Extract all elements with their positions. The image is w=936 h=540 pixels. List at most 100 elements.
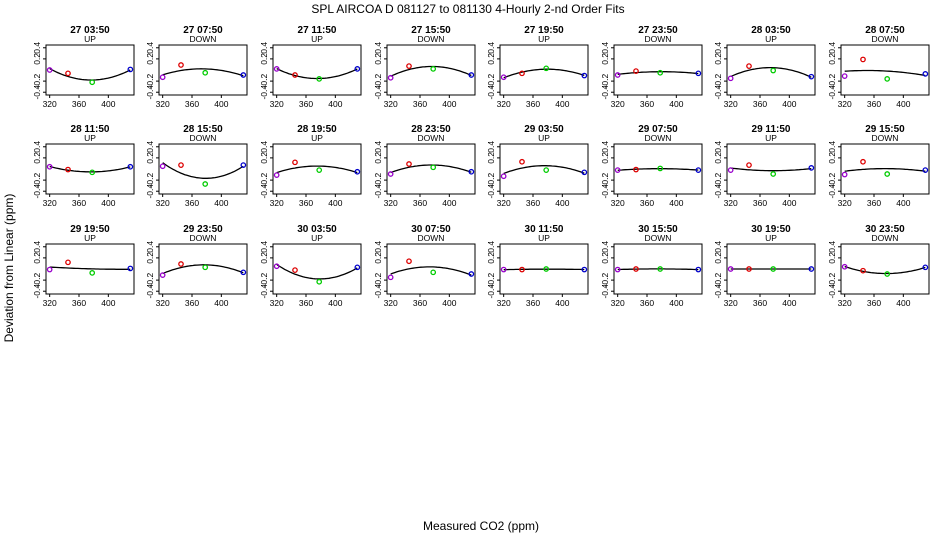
data-point — [770, 266, 777, 272]
y-tick-label: 0.2 — [373, 53, 383, 65]
x-tick-label: 400 — [214, 298, 228, 308]
x-tick-label: 400 — [782, 99, 796, 109]
fit-curve — [162, 264, 244, 275]
x-tick-label: 320 — [156, 298, 170, 308]
data-point — [46, 266, 53, 273]
data-point — [316, 76, 323, 82]
panel-frame — [499, 243, 589, 295]
data-point — [770, 67, 777, 74]
panel-title: 30 23:50 — [865, 224, 905, 235]
y-tick-label: -0.2 — [145, 273, 155, 288]
y-tick-label: 0.2 — [32, 53, 42, 65]
panel-direction: DOWN — [872, 233, 899, 243]
y-tick-label: -0.2 — [486, 173, 496, 188]
panel-direction: UP — [311, 34, 323, 44]
fit-curve — [390, 65, 472, 77]
y-tick-label: 0.2 — [486, 252, 496, 264]
x-tick-label: 400 — [328, 198, 342, 208]
panel-frame — [499, 143, 589, 195]
x-tick-label: 320 — [611, 198, 625, 208]
x-tick-label: 360 — [753, 198, 767, 208]
y-tick-label: -0.4 — [486, 184, 496, 199]
data-point — [468, 168, 475, 175]
panel-title: 28 11:50 — [71, 124, 110, 135]
data-point — [770, 171, 777, 177]
panel-frame — [840, 243, 930, 295]
y-tick-label: 0.2 — [827, 152, 837, 164]
y-tick-label: 0.2 — [32, 152, 42, 164]
y-tick-label: 0.4 — [145, 241, 155, 253]
y-tick-label: 0.2 — [259, 252, 269, 264]
x-tick-label: 360 — [753, 298, 767, 308]
data-point — [292, 159, 298, 166]
y-tick-label: 0.2 — [713, 252, 723, 264]
panel-direction: DOWN — [645, 34, 672, 44]
x-tick-label: 400 — [101, 99, 115, 109]
fit-curve — [276, 263, 358, 280]
panel-frame — [158, 44, 248, 96]
x-tick-label: 360 — [413, 198, 427, 208]
y-tick-label: 0.4 — [32, 241, 42, 253]
data-point — [292, 72, 298, 78]
y-tick-label: 0.4 — [145, 141, 155, 153]
panel-frame — [158, 243, 248, 295]
y-tick-label: -0.4 — [373, 284, 383, 299]
x-tick-label: 320 — [384, 298, 398, 308]
panel-title: 30 11:50 — [525, 224, 564, 235]
y-tick-label: 0.4 — [259, 141, 269, 153]
x-tick-label: 400 — [555, 298, 569, 308]
data-point — [500, 74, 507, 81]
x-tick-label: 400 — [669, 198, 683, 208]
y-tick-label: -0.4 — [145, 85, 155, 100]
data-point — [519, 158, 525, 165]
y-tick-label: -0.2 — [600, 173, 610, 188]
panel-frame — [840, 143, 930, 195]
data-point — [202, 181, 209, 187]
x-tick-label: 360 — [413, 298, 427, 308]
data-point — [240, 269, 247, 276]
x-tick-label: 320 — [497, 298, 511, 308]
data-point — [746, 266, 752, 272]
x-tick-label: 360 — [72, 99, 86, 109]
fit-curve — [49, 68, 131, 81]
y-axis-label: Deviation from Linear (ppm) — [2, 194, 16, 343]
y-tick-label: 0.4 — [32, 141, 42, 153]
x-tick-label: 320 — [270, 198, 284, 208]
y-tick-label: -0.2 — [145, 173, 155, 188]
panel-direction: DOWN — [418, 233, 445, 243]
panel-title: 30 07:50 — [411, 224, 451, 235]
y-tick-label: 0.4 — [713, 241, 723, 253]
data-point — [406, 161, 412, 167]
y-tick-label: 0.4 — [827, 141, 837, 153]
x-tick-label: 360 — [299, 198, 313, 208]
x-tick-label: 320 — [497, 99, 511, 109]
y-tick-label: 0.2 — [600, 252, 610, 264]
chart-title: SPL AIRCOA D 081127 to 081130 4-Hourly 2… — [311, 2, 624, 16]
panel-frame — [840, 44, 930, 96]
data-point — [922, 167, 929, 173]
data-point — [657, 266, 664, 272]
data-point — [543, 167, 550, 173]
x-tick-label: 360 — [72, 298, 86, 308]
data-point — [519, 266, 525, 273]
y-tick-label: -0.4 — [373, 85, 383, 100]
y-tick-label: 0.2 — [32, 252, 42, 264]
data-point — [406, 258, 412, 265]
x-tick-label: 360 — [867, 298, 881, 308]
panel-title: 28 03:50 — [751, 25, 791, 36]
panel-frame — [272, 243, 362, 295]
data-point — [581, 266, 588, 273]
data-point — [159, 163, 166, 170]
data-point — [884, 76, 891, 82]
data-point — [316, 278, 323, 285]
y-tick-label: -0.4 — [486, 284, 496, 299]
